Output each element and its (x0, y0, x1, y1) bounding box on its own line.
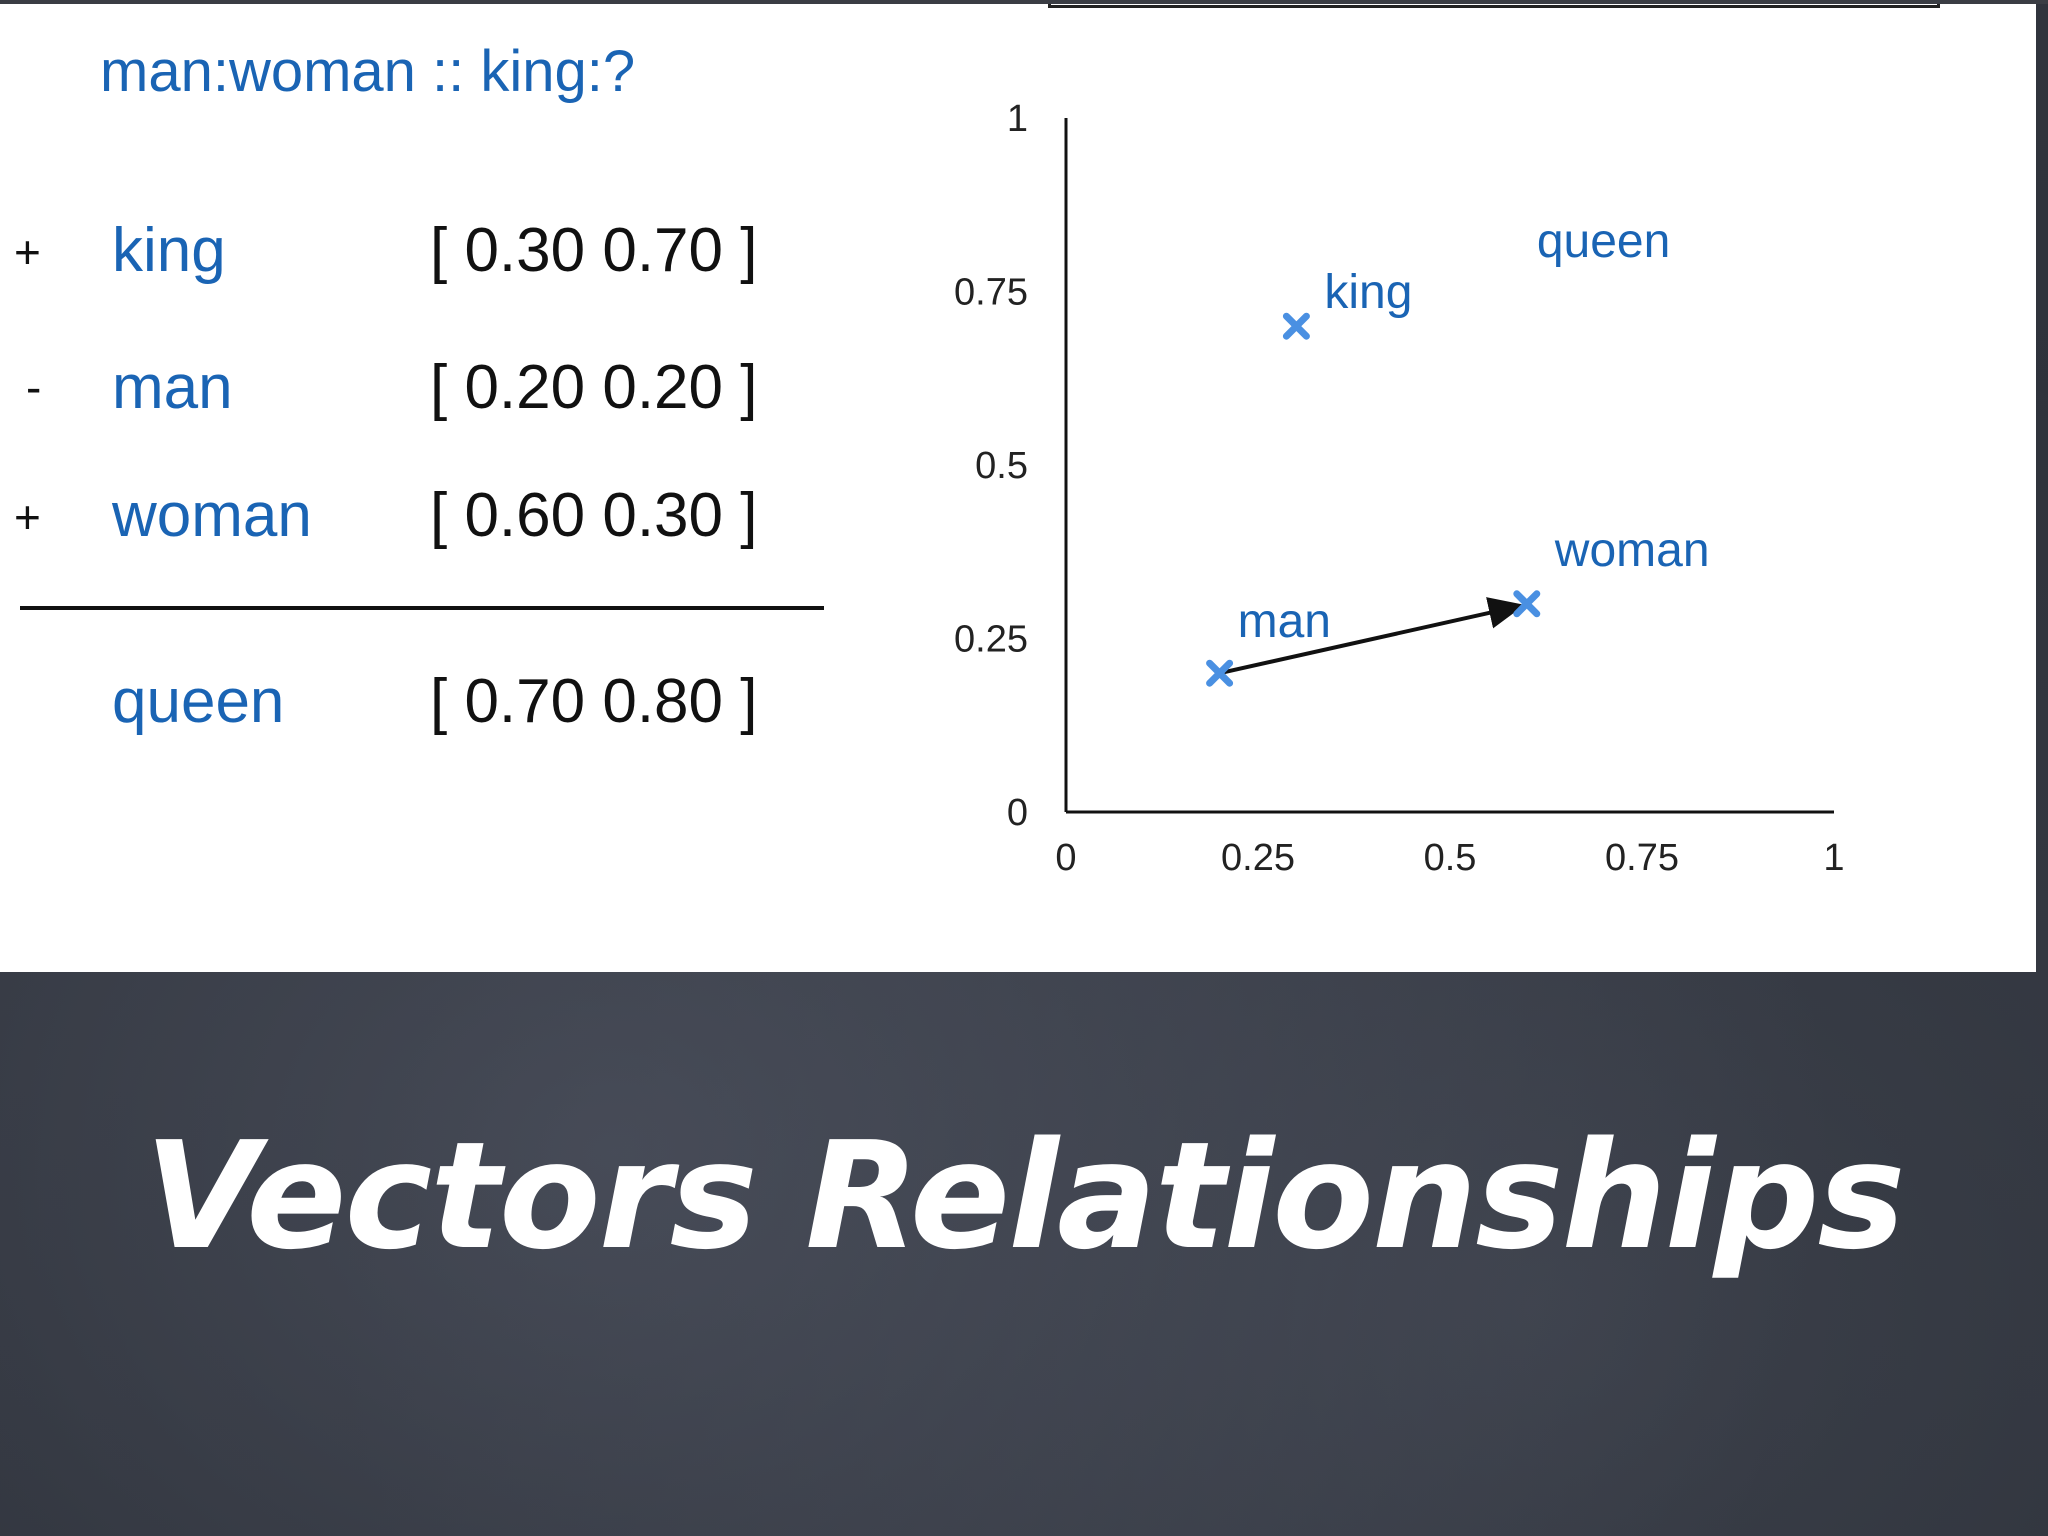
vector-value: [ 0.30 0.70 ] (430, 216, 758, 285)
y-tick-label: 0.75 (954, 272, 1028, 314)
slide-title: Vectors Relationships (144, 1110, 1905, 1282)
y-tick-label: 0.25 (954, 619, 1028, 661)
operator-plus: + (14, 491, 41, 543)
x-tick-label: 0 (1055, 837, 1076, 879)
result-word: queen (112, 667, 285, 736)
y-tick-label: 0.5 (975, 445, 1028, 487)
point-label-queen: queen (1537, 215, 1670, 268)
word-label: man (112, 353, 233, 422)
point-marker-man (1206, 659, 1234, 687)
point-label-man: man (1238, 595, 1331, 648)
x-tick-label: 1 (1823, 837, 1844, 879)
sum-divider (20, 606, 824, 610)
vector-value: [ 0.20 0.20 ] (430, 353, 758, 422)
x-tick-label: 0.75 (1605, 837, 1679, 879)
vector-scatter-chart: 0 0.25 0.5 0.75 1 0 0.25 0.5 0.75 1 king man woman qu… (954, 98, 1845, 879)
top-border (0, 0, 2048, 4)
arrow-man-to-woman (1219, 597, 1525, 676)
result-vector: [ 0.70 0.80 ] (430, 667, 758, 736)
point-label-woman: woman (1554, 524, 1710, 577)
x-tick-label: 0.25 (1221, 837, 1295, 879)
y-tick-label: 0 (1007, 792, 1028, 834)
point-marker-woman (1513, 590, 1541, 618)
y-tick-label: 1 (1007, 98, 1028, 140)
header-box (1048, 0, 1940, 8)
word-label: king (112, 216, 226, 285)
x-tick-label: 0.5 (1424, 837, 1477, 879)
content-panel: man:woman :: king:? + king [ 0.30 0.70 ]… (0, 0, 2036, 972)
word-label: woman (112, 481, 312, 550)
operator-minus: - (26, 361, 42, 413)
point-label-king: king (1324, 266, 1412, 319)
point-marker-king (1282, 312, 1310, 340)
operator-plus: + (14, 226, 41, 278)
vector-value: [ 0.60 0.30 ] (430, 481, 758, 550)
analogy-title: man:woman :: king:? (100, 39, 636, 104)
